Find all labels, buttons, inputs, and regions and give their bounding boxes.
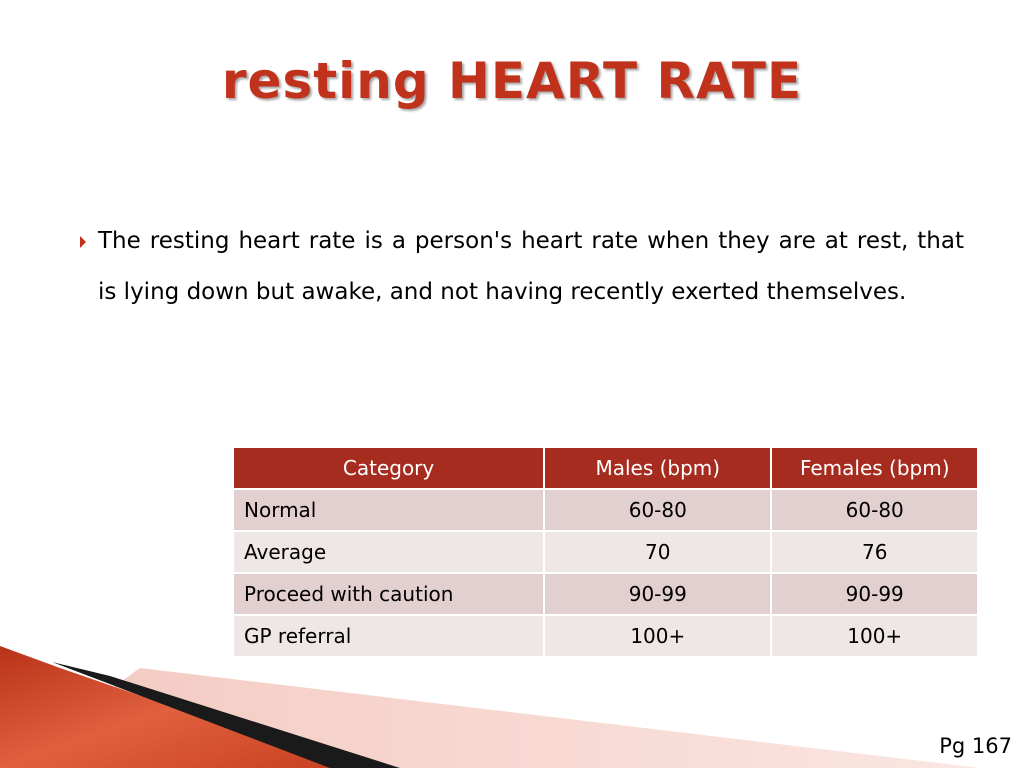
cell-males: 60-80 — [543, 488, 773, 532]
cell-males: 70 — [543, 530, 773, 574]
header-females: Females (bpm) — [770, 446, 979, 490]
cell-category: Average — [231, 530, 546, 574]
cell-category: Normal — [231, 488, 546, 532]
table-row: GP referral 100+ 100+ — [231, 614, 979, 658]
cell-males: 100+ — [543, 614, 773, 658]
cell-females: 90-99 — [770, 572, 979, 616]
cell-category: GP referral — [231, 614, 546, 658]
triangle-right-icon — [80, 236, 86, 248]
cell-females: 60-80 — [770, 488, 979, 532]
table-row: Average 70 76 — [231, 530, 979, 574]
header-category: Category — [231, 446, 546, 490]
table-row: Normal 60-80 60-80 — [231, 488, 979, 532]
header-males: Males (bpm) — [543, 446, 773, 490]
slide-title: resting HEART RATE — [221, 52, 803, 110]
bullet-text: The resting heart rate is a person's hea… — [98, 228, 964, 305]
cell-females: 100+ — [770, 614, 979, 658]
cell-category: Proceed with caution — [231, 572, 546, 616]
heart-rate-table: Category Males (bpm) Females (bpm) Norma… — [231, 446, 979, 658]
table-row: Proceed with caution 90-99 90-99 — [231, 572, 979, 616]
cell-females: 76 — [770, 530, 979, 574]
cell-males: 90-99 — [543, 572, 773, 616]
bullet-item: The resting heart rate is a person's hea… — [74, 224, 964, 318]
table-header-row: Category Males (bpm) Females (bpm) — [231, 446, 979, 490]
page-number: Pg 167 — [939, 734, 1012, 758]
decorative-swoosh — [0, 646, 980, 768]
